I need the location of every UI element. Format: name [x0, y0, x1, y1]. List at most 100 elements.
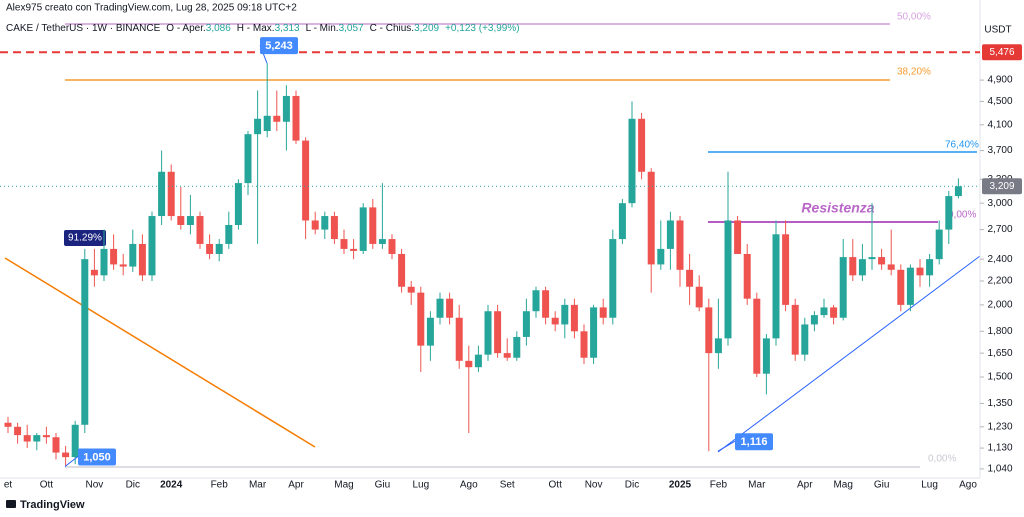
y-tick-label: 4,500: [987, 96, 1012, 107]
candle-body: [618, 203, 626, 240]
callout-box: [78, 448, 116, 466]
candle-body: [916, 267, 924, 276]
candle-body: [81, 259, 89, 425]
x-tick-label: Feb: [211, 480, 229, 491]
fib-label: 76,40%: [945, 140, 979, 151]
candle-body: [177, 216, 185, 225]
candle-body: [522, 311, 530, 337]
candle-body: [398, 253, 406, 287]
candle-body: [33, 435, 41, 442]
candle-body: [263, 115, 271, 132]
candle-body: [839, 257, 847, 318]
candle-body: [954, 186, 962, 197]
candle-body: [887, 264, 895, 270]
candle-body: [446, 298, 454, 318]
candle-body: [926, 259, 934, 276]
callout-box: [260, 37, 298, 55]
candle-body: [542, 290, 550, 318]
candle-body: [647, 171, 655, 265]
candle-body: [830, 307, 838, 318]
fib-label: 0,00%: [948, 210, 976, 221]
ohlc-item: C - Chius.: [370, 23, 414, 34]
candle-body: [810, 315, 818, 325]
candle-body: [599, 307, 607, 318]
x-tick-label: Nov: [585, 480, 603, 491]
x-tick-label: Ago: [460, 480, 478, 491]
x-tick-label: Feb: [710, 480, 728, 491]
ohlc-item: O - Aper.: [166, 23, 205, 34]
y-tick-label: 3,000: [987, 198, 1012, 209]
candle-body: [695, 286, 703, 308]
candle-body: [407, 286, 415, 293]
callout-pointer: [64, 456, 79, 467]
x-tick-label: Set: [500, 480, 515, 491]
candle-body: [762, 338, 770, 374]
move-label: 91.29%: [68, 233, 102, 244]
candle-body: [225, 224, 233, 244]
trend-line: [4, 257, 316, 448]
candle-body: [561, 304, 569, 325]
y-tick-label: 2,000: [987, 300, 1012, 311]
ohlc-item: L - Min.: [306, 23, 339, 34]
candle-body: [350, 248, 358, 251]
candle-body: [14, 426, 22, 436]
candle-body: [935, 229, 943, 260]
y-tick-label: 1,130: [987, 443, 1012, 454]
x-tick-label: 2024: [160, 480, 183, 491]
candle-body: [801, 324, 809, 355]
candle-body: [321, 216, 329, 230]
candle-body: [158, 171, 166, 217]
brand: TradingView: [20, 499, 85, 511]
candle-body: [945, 196, 953, 230]
candle-body: [868, 257, 876, 260]
candle-body: [23, 435, 31, 442]
brand-logo: TradingView: [6, 499, 85, 511]
candle-body: [782, 234, 790, 305]
candle-body: [129, 243, 137, 267]
candle-body: [657, 248, 665, 265]
candle-body: [858, 259, 866, 276]
currency: USDT: [984, 25, 1011, 36]
candle-body: [292, 95, 300, 141]
candle-body: [878, 257, 886, 265]
candle-body: [724, 220, 732, 339]
candle-body: [4, 422, 12, 427]
candle-body: [273, 115, 281, 122]
candle-body: [743, 253, 751, 299]
candle-body: [705, 307, 713, 354]
fib-label: 0,00%: [928, 454, 956, 465]
y-tick-label: 2,400: [987, 254, 1012, 265]
trend-line: [717, 255, 981, 453]
candle-body: [244, 134, 252, 184]
candle-body: [282, 95, 290, 122]
candle-body: [638, 118, 646, 172]
y-tick-label: 1,350: [987, 398, 1012, 409]
candle-body: [551, 317, 559, 325]
ohlc-item: 3,209: [414, 23, 439, 34]
candle-body: [426, 317, 434, 346]
candle-body: [417, 292, 425, 346]
symbol-header: CAKE / TetherUS · 1W · BINANCE O - Aper. 3…: [6, 23, 520, 34]
symbol: CAKE / TetherUS · 1W · BINANCE: [6, 23, 161, 34]
candle-body: [532, 290, 540, 312]
candle-body: [388, 239, 396, 254]
candle-body: [772, 234, 780, 339]
ohlc-item: +0,123 (+3,99%): [445, 23, 520, 34]
x-tick-label: Ott: [549, 480, 563, 491]
candle-body: [666, 220, 674, 249]
candle-body: [196, 216, 204, 244]
candle-body: [62, 452, 70, 458]
candle-body: [474, 354, 482, 368]
candle-body: [234, 183, 242, 225]
x-tick-label: Mag: [334, 480, 353, 491]
last-price-badge: [982, 178, 1022, 195]
fib-label: 38,20%: [897, 67, 931, 78]
candle-body: [90, 269, 98, 276]
x-tick-label: Mar: [748, 480, 766, 491]
callout-box: [735, 433, 773, 451]
fib-label: 50,00%: [897, 12, 931, 23]
x-tick-label: Ott: [40, 480, 54, 491]
ohlc-item: 3,057: [339, 23, 364, 34]
x-tick-label: Apr: [797, 480, 813, 491]
